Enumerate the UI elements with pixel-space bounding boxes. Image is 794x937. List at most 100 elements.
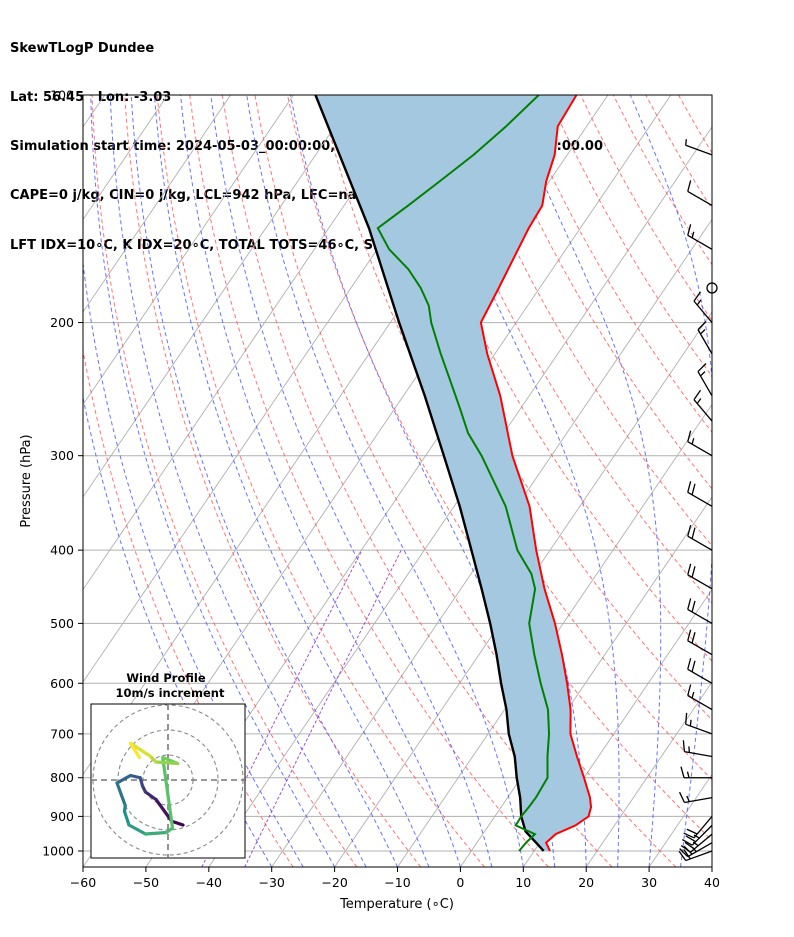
dry-adiabat: [156, 95, 485, 867]
isotherm-line: [334, 311, 712, 867]
x-tick-label: −50: [133, 875, 159, 890]
y-axis-label: Pressure (hPa): [19, 434, 34, 527]
moist-adiabat: [109, 95, 367, 867]
barb-flag: [687, 224, 692, 236]
isotherm-line: [711, 866, 712, 867]
moist-adiabat: [246, 95, 524, 867]
wind-barb: [682, 740, 713, 758]
dry-adiabat: [417, 95, 712, 604]
wind-barb: [678, 791, 713, 804]
barb-flag: [693, 389, 702, 401]
hodograph-segment: [143, 830, 169, 836]
isotherm-line: [271, 218, 712, 867]
wind-profile-inset: Wind Profile 10m/s increment: [90, 671, 246, 859]
wind-barb: [687, 598, 713, 624]
wind-barb: [678, 849, 713, 862]
x-tick-label: 20: [578, 875, 594, 890]
y-tick-label: 500: [50, 616, 74, 631]
mixing-ratio-line: [244, 549, 402, 867]
inset-title: Wind Profile: [126, 671, 206, 685]
y-tick-label: 100: [50, 88, 74, 103]
wind-barb: [697, 321, 713, 355]
hodograph-segment: [170, 819, 185, 827]
cape-cin-fill: [315, 95, 592, 851]
barb-shaft: [697, 371, 713, 397]
y-tick-label: 800: [50, 770, 74, 785]
temperature-line: [479, 95, 593, 852]
inset-subtitle: 10m/s increment: [116, 686, 225, 700]
barb-flag: [683, 849, 691, 860]
barb-flag: [687, 629, 692, 641]
x-axis-ticks: −60 −50 −40 −30 −20 −10 0 10 20 30 40: [70, 867, 720, 890]
x-tick-label: −40: [196, 875, 222, 890]
wind-barb: [697, 363, 713, 397]
hodograph-segment: [143, 790, 158, 802]
hodograph-segment: [128, 773, 142, 780]
barb-flag: [686, 828, 698, 835]
isotherm-line: [83, 95, 357, 498]
hodograph-segment: [161, 755, 175, 830]
wind-barb: [687, 481, 713, 507]
x-tick-label: −60: [70, 875, 96, 890]
moist-adiabat: [629, 95, 712, 867]
moist-adiabat: [130, 95, 398, 867]
barb-shaft: [687, 608, 713, 624]
wind-barb: [687, 658, 713, 684]
wind-barb: [693, 291, 713, 323]
hodograph-segment: [127, 823, 148, 836]
barb-flag: [682, 740, 686, 752]
wind-barb: [683, 815, 713, 839]
barb-flag: [687, 598, 692, 610]
location-line: Lat: 56.45 Lon: -3.03: [10, 90, 172, 106]
barb-shaft: [685, 723, 713, 735]
hodograph-segment: [128, 741, 152, 758]
y-tick-label: 200: [50, 315, 74, 330]
wind-barb: [687, 180, 713, 207]
wind-barb: [687, 224, 713, 250]
moist-adiabat: [90, 95, 336, 867]
dry-adiabat: [776, 95, 794, 867]
barb-flag: [680, 766, 685, 778]
wind-barb: [680, 766, 713, 779]
x-tick-label: −20: [321, 875, 347, 890]
dry-adiabat: [744, 95, 794, 867]
barb-flag: [687, 180, 692, 192]
wind-barb: [693, 389, 713, 422]
barb-half-flag: [696, 299, 702, 306]
y-tick-label: 400: [50, 543, 74, 558]
barb-flag: [693, 291, 702, 302]
wind-barb: [681, 824, 713, 846]
cin-area: [315, 95, 592, 851]
x-tick-label: 40: [704, 875, 720, 890]
barb-shaft: [685, 144, 713, 156]
barb-flag: [687, 563, 692, 575]
y-tick-label: 300: [50, 448, 74, 463]
barb-shaft: [687, 441, 713, 457]
barb-shaft: [687, 491, 713, 507]
hodograph-segment: [115, 773, 133, 785]
dry-adiabat: [189, 95, 549, 867]
barb-shaft: [687, 190, 713, 207]
mixing-ratio-line: [201, 549, 363, 867]
calm-circle: [706, 282, 718, 294]
dry-adiabat: [547, 95, 712, 377]
isotherm-line: [585, 681, 712, 867]
wind-barb: [687, 684, 713, 711]
barb-flag: [687, 684, 692, 696]
barb-half-flag: [700, 329, 706, 335]
y-tick-label: 700: [50, 726, 74, 741]
y-tick-label: 600: [50, 676, 74, 691]
wind-barb: [687, 430, 713, 457]
parcel-profile-line: [314, 95, 545, 852]
barb-flag: [680, 845, 691, 853]
dry-adiabat: [91, 95, 358, 867]
isotherm-line: [83, 95, 294, 406]
hodograph-segment: [122, 809, 131, 827]
dry-adiabat: [449, 95, 712, 547]
hodograph-segment: [154, 797, 174, 823]
barb-shaft: [687, 574, 713, 590]
moist-adiabat: [414, 95, 620, 867]
barb-flag: [683, 832, 695, 839]
moist-adiabat: [210, 95, 493, 867]
